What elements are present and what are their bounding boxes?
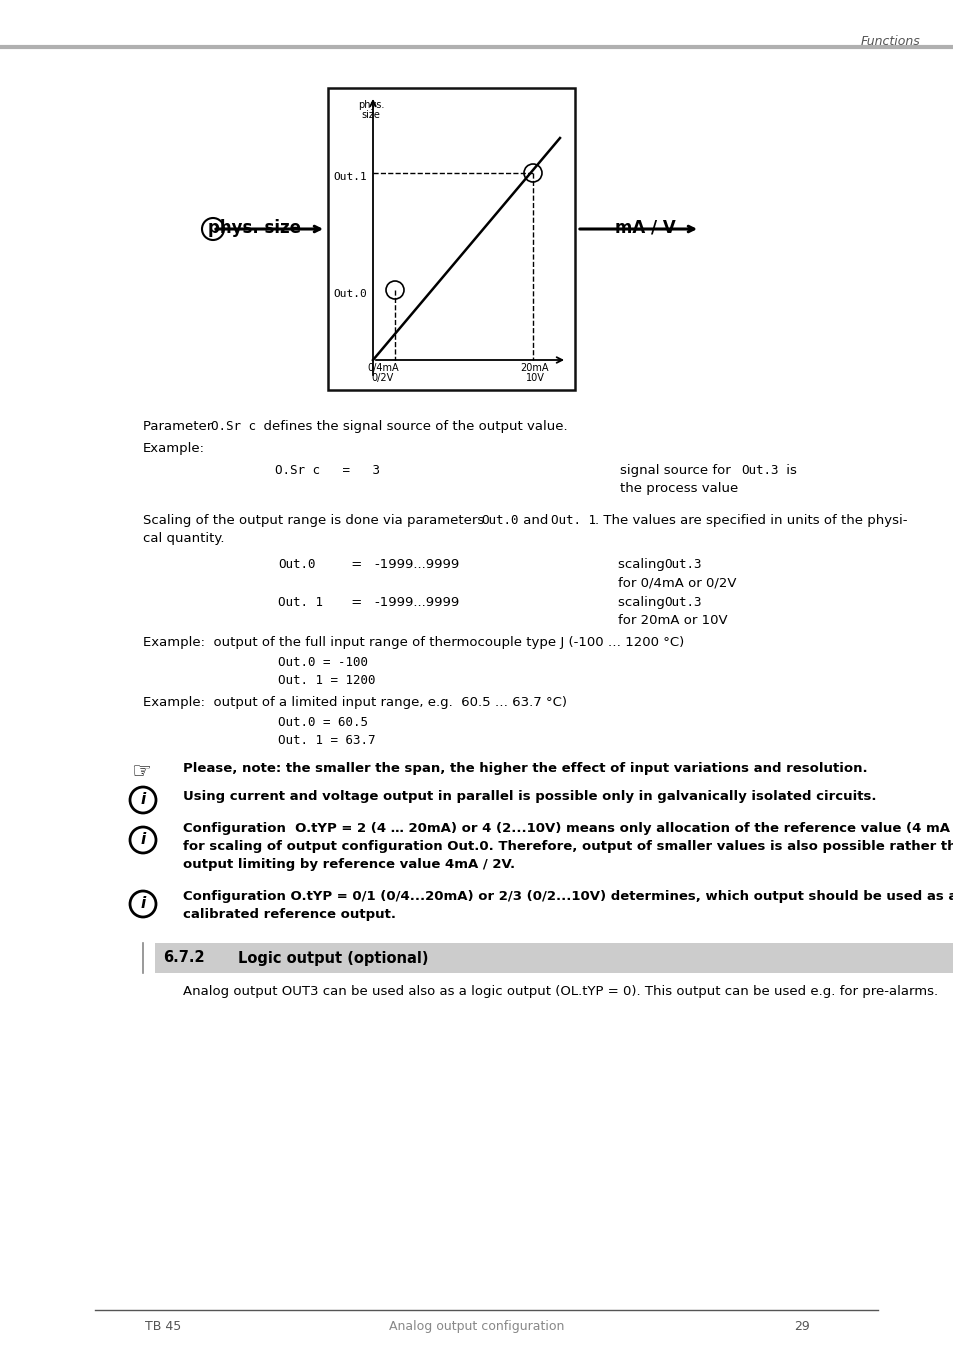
Text: 20mA: 20mA [520,363,549,373]
Text: O.Sr c: O.Sr c [211,420,255,433]
Text: Configuration O.tYP = 0/1 (0/4...20mA) or 2/3 (0/2...10V) determines, which outp: Configuration O.tYP = 0/1 (0/4...20mA) o… [183,890,953,903]
Text: ☞: ☞ [131,761,151,782]
Text: Scaling of the output range is done via parameters: Scaling of the output range is done via … [143,514,488,526]
Text: Analog output configuration: Analog output configuration [389,1320,564,1332]
Text: output limiting by reference value 4mA / 2V.: output limiting by reference value 4mA /… [183,859,515,871]
Text: mA / V: mA / V [614,219,675,238]
Text: Configuration  O.tYP = 2 (4 … 20mA) or 4 (2...10V) means only allocation of the : Configuration O.tYP = 2 (4 … 20mA) or 4 … [183,822,953,836]
Text: 0/2V: 0/2V [372,373,394,383]
Text: Out.0 = -100: Out.0 = -100 [277,656,368,670]
Bar [328,88,575,390]
Text: Parameter: Parameter [143,420,216,433]
Text: Functions: Functions [860,35,919,49]
Text: scaling: scaling [618,558,668,571]
Text: TB 45: TB 45 [145,1320,181,1332]
Text: Out.3: Out.3 [663,558,700,571]
Text: . The values are specified in units of the physi-: . The values are specified in units of t… [595,514,906,526]
Text: phys.: phys. [357,100,384,109]
Text: i: i [140,896,146,911]
Text: Out.0: Out.0 [333,289,366,298]
Text: O.Sr c   =   3: O.Sr c = 3 [274,464,379,477]
Text: =   -1999...9999: = -1999...9999 [330,595,458,609]
Text: i: i [140,792,146,807]
Text: Out. 1: Out. 1 [277,595,323,609]
Text: phys. size: phys. size [209,219,301,238]
Text: Out.0: Out.0 [480,514,518,526]
Text: Out.0: Out.0 [277,558,315,571]
Text: Out.3: Out.3 [663,595,700,609]
Text: 6.7.2: 6.7.2 [163,950,204,965]
Text: cal quantity.: cal quantity. [143,532,224,545]
Text: Out. 1 = 1200: Out. 1 = 1200 [277,674,375,687]
Text: Logic output (optional): Logic output (optional) [237,950,428,965]
Text: Out. 1 = 63.7: Out. 1 = 63.7 [277,734,375,747]
Text: i: i [140,833,146,848]
Text: defines the signal source of the output value.: defines the signal source of the output … [254,420,567,433]
Text: for scaling of output configuration Out.0. Therefore, output of smaller values i: for scaling of output configuration Out.… [183,840,953,853]
Text: signal source for: signal source for [619,464,734,477]
Text: calibrated reference output.: calibrated reference output. [183,909,395,921]
Text: size: size [361,109,380,120]
Text: for 20mA or 10V: for 20mA or 10V [618,614,727,626]
Text: Example:  output of the full input range of thermocouple type J (-100 … 1200 °C): Example: output of the full input range … [143,636,683,649]
Text: the process value: the process value [619,482,738,495]
Text: Out.3: Out.3 [740,464,778,477]
Text: Out.1: Out.1 [333,171,366,182]
Bar [154,944,953,973]
Text: Out. 1: Out. 1 [551,514,596,526]
Text: Out.0 = 60.5: Out.0 = 60.5 [277,716,368,729]
Text: is: is [781,464,796,477]
Text: for 0/4mA or 0/2V: for 0/4mA or 0/2V [618,576,736,589]
Text: 10V: 10V [525,373,544,383]
Text: scaling: scaling [618,595,668,609]
Text: 0/4mA: 0/4mA [367,363,398,373]
Text: Using current and voltage output in parallel is possible only in galvanically is: Using current and voltage output in para… [183,790,876,803]
Text: =   -1999...9999: = -1999...9999 [330,558,458,571]
Text: Analog output OUT3 can be used also as a logic output (OL.tYP = 0). This output : Analog output OUT3 can be used also as a… [183,986,937,998]
Text: Example:: Example: [143,441,205,455]
FancyBboxPatch shape [123,756,161,786]
Text: and: and [518,514,552,526]
Text: 29: 29 [794,1320,809,1332]
Text: Please, note: the smaller the span, the higher the effect of input variations an: Please, note: the smaller the span, the … [183,761,866,775]
Text: Example:  output of a limited input range, e.g.  60.5 … 63.7 °C): Example: output of a limited input range… [143,697,566,709]
